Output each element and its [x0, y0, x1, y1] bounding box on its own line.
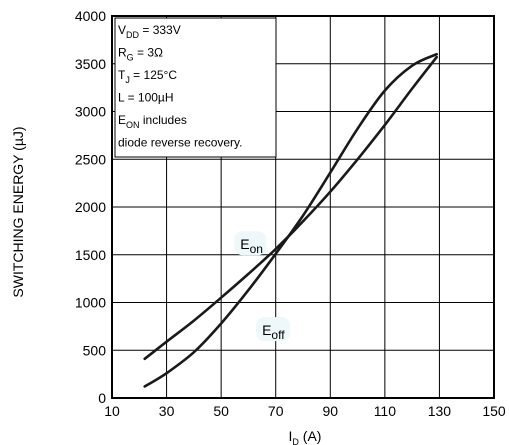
y-tick-label: 1500 [75, 247, 106, 263]
y-tick-label: 2500 [75, 151, 106, 167]
series-label-eoff: Eoff [262, 322, 285, 342]
conditions-box [114, 17, 277, 158]
x-tick-label: 150 [482, 403, 506, 419]
series-label-bg [256, 317, 291, 342]
x-tick-label: 70 [268, 403, 284, 419]
y-tick-label: 0 [98, 390, 106, 406]
x-tick-label: 50 [213, 403, 229, 419]
x-tick-label: 30 [159, 403, 175, 419]
x-tick-label: 130 [428, 403, 452, 419]
y-tick-label: 3500 [75, 56, 106, 72]
series-line-eoff [143, 52, 438, 388]
tick-labels: 10 30 50 70 90 110 130 150050010001500200025003… [75, 8, 506, 419]
conditions-note: VDD = 333V RG = 3Ω TJ = 125°C L = 100µH EON … [114, 17, 277, 158]
condition-line: VDD = 333V [118, 23, 181, 40]
condition-line: diode reverse recovery. [118, 136, 243, 150]
condition-line: EON includes [118, 113, 187, 130]
curve-layer [143, 52, 438, 388]
x-tick-label: 10 [104, 403, 120, 419]
x-axis-label: ID (A) [289, 428, 322, 445]
series-label-bg [234, 231, 267, 256]
series-labels: Eon Eoff [234, 231, 291, 342]
condition-line: RG = 3Ω [118, 46, 163, 63]
x-tick-label: 110 [374, 403, 397, 419]
series-label-eon: Eon [240, 236, 263, 256]
grid-layer [111, 15, 495, 399]
y-tick-label: 1000 [75, 295, 106, 311]
y-tick-label: 500 [83, 342, 107, 358]
y-tick-label: 4000 [75, 8, 106, 24]
condition-line: TJ = 125°C [118, 68, 177, 85]
y-axis-label: SWITCHING ENERGY (µJ) [10, 126, 26, 297]
y-tick-label: 3000 [75, 104, 106, 120]
condition-line: L = 100µH [118, 91, 174, 105]
plot-frame [111, 15, 495, 399]
x-tick-label: 90 [322, 403, 338, 419]
y-tick-label: 2000 [75, 199, 106, 215]
